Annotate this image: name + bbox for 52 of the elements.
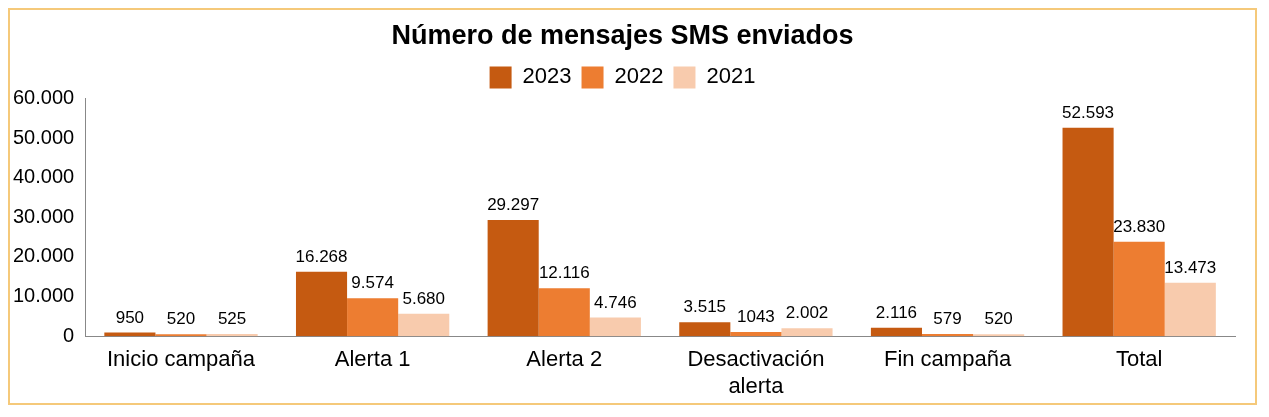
data-label: 13.473 [1164,257,1217,277]
bar [1164,282,1216,337]
bar [155,334,207,337]
x-tick-label: Total [1115,346,1163,372]
bar [487,220,539,337]
legend-label: 2023 [522,63,572,89]
x-tick-label: Inicio campaña [107,346,256,372]
data-label: 2.116 [875,303,918,322]
x-tick-label: Alerta 1 [334,346,411,372]
x-tick-label: Desactivación alerta [687,346,825,398]
bar [295,271,348,337]
bar [589,317,641,337]
y-tick-label: 30.000 [13,204,75,227]
data-label: 579 [933,309,962,329]
y-tick-label: 0 [63,323,75,346]
x-tick-label: Fin campaña [883,346,1012,372]
legend-label: 2021 [706,63,756,89]
bar [104,332,156,337]
bar [870,327,922,337]
data-label: 52.593 [1062,102,1115,122]
data-label: 525 [217,309,247,329]
data-label: 950 [115,307,145,327]
bar [206,334,258,337]
bar [347,298,399,337]
y-tick-label: 20.000 [13,244,75,267]
y-tick-label: 40.000 [13,165,75,188]
bar [973,334,1025,337]
data-label: 2.002 [785,303,829,323]
data-label: 5.680 [402,288,446,308]
y-tick-label: 10.000 [13,284,75,307]
bar [538,288,590,337]
x-tick-label: Alerta 2 [526,346,603,372]
data-label: 4.746 [594,292,637,312]
bar [1113,241,1165,337]
bar [679,322,731,337]
bar [781,328,833,337]
y-tick-label: 60.000 [13,85,75,108]
y-tick-label: 50.000 [13,125,75,148]
bar [1062,127,1114,337]
data-label: 520 [984,309,1013,329]
data-label: 12.116 [538,263,590,283]
data-label: 1043 [736,307,775,327]
data-label: 23.830 [1113,216,1166,236]
data-label: 520 [166,309,196,329]
bar [398,313,450,337]
data-label: 9.574 [351,273,394,293]
data-label: 16.268 [295,246,348,266]
bar [730,332,782,337]
chart-title: Número de mensajes SMS enviados [391,19,854,50]
legend-label: 2022 [614,63,664,89]
data-label: 29.297 [487,195,540,215]
data-label: 3.515 [683,297,727,317]
